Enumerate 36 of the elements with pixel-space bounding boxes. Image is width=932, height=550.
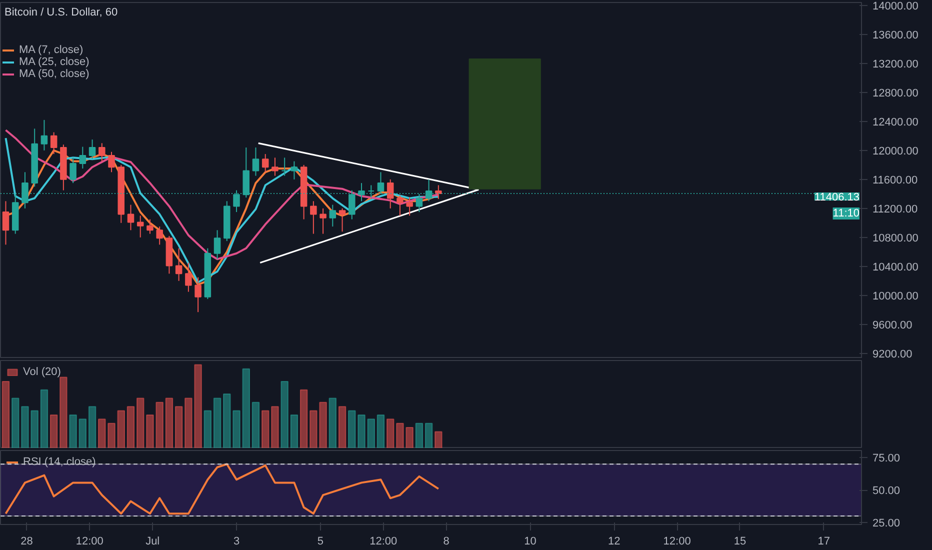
x-tick-label: 28 xyxy=(20,536,33,548)
legend-label: MA (25, close) xyxy=(19,56,90,68)
y-tick-label: 9600.00 xyxy=(872,319,912,332)
y-tick-label: 10400.00 xyxy=(872,261,918,274)
x-tick-label: 3 xyxy=(233,536,240,548)
y-tick-label: 12000.00 xyxy=(872,145,918,158)
annotation: 11:10 xyxy=(832,207,860,220)
x-tick-label: 8 xyxy=(443,536,450,548)
y-tick-label: 50.00 xyxy=(872,485,900,498)
y-tick-label: 25.00 xyxy=(872,518,900,530)
x-tick-label: 5 xyxy=(317,536,324,548)
legend-label: MA (50, close) xyxy=(19,68,90,80)
y-tick-label: 75.00 xyxy=(872,452,900,465)
y-tick-label: 10800.00 xyxy=(872,232,918,244)
y-tick-label: 12400.00 xyxy=(872,116,918,128)
legend-label: Vol (20) xyxy=(23,366,61,378)
chart-title: Bitcoin / U.S. Dollar, 60 xyxy=(4,6,118,18)
x-tick-label: 12 xyxy=(608,536,620,548)
x-tick-label: 17 xyxy=(818,536,830,548)
x-tick-label: 12:00 xyxy=(76,536,104,548)
legend-label: MA (7, close) xyxy=(19,44,84,56)
y-tick-label: 10000.00 xyxy=(872,290,918,302)
y-tick-label: 11600.00 xyxy=(872,174,918,186)
legend-label: RSI (14, close) xyxy=(23,456,96,468)
y-tick-label: 13600.00 xyxy=(872,29,918,42)
y-tick-label: 14000.00 xyxy=(872,0,918,12)
x-tick-label: 10 xyxy=(524,536,536,548)
x-tick-label: 12:00 xyxy=(370,536,398,548)
y-tick-label: 12800.00 xyxy=(872,87,918,100)
y-tick-label: 9200.00 xyxy=(872,348,912,360)
x-tick-label: 15 xyxy=(734,536,746,548)
ref-line-label: 11406.13 xyxy=(814,191,860,204)
y-tick-label: 11200.00 xyxy=(872,203,918,216)
x-tick-label: Jul xyxy=(146,536,160,548)
x-tick-label: 12:00 xyxy=(663,536,691,548)
y-tick-label: 13200.00 xyxy=(872,58,918,70)
